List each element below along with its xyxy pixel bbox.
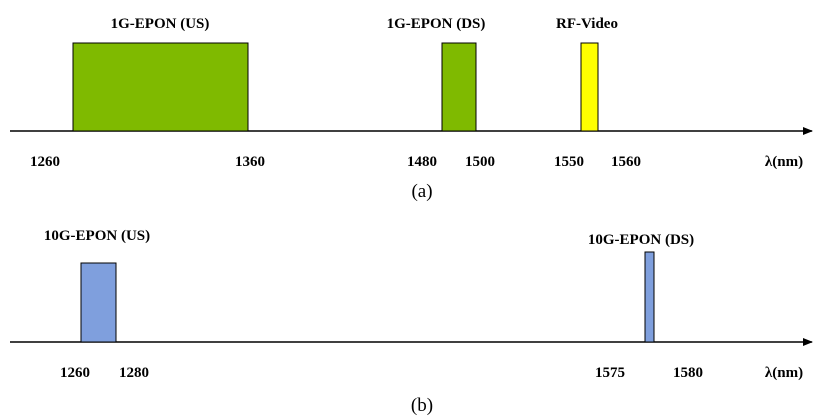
band-label-1g-epon-us: 1G-EPON (US) [111, 16, 210, 32]
tick-label: 1260 [60, 365, 90, 381]
tick-label: 1280 [119, 365, 149, 381]
band-label-rf-video: RF-Video [556, 16, 618, 32]
panel-a: 1G-EPON (US) 1G-EPON (DS) RF-Video 1260 … [10, 16, 813, 202]
band-10g-epon-ds [644, 251, 655, 343]
band-label-1g-epon-ds: 1G-EPON (DS) [387, 16, 486, 32]
tick-label: 1360 [235, 154, 265, 170]
panel-b-caption: (b) [411, 395, 433, 416]
band-label-10g-epon-us: 10G-EPON (US) [44, 228, 150, 244]
tick-label: 1260 [30, 154, 60, 170]
band-label-10g-epon-ds: 10G-EPON (DS) [588, 232, 694, 248]
band-1g-epon-ds [441, 42, 477, 132]
tick-label: 1580 [673, 365, 703, 381]
panel-a-caption: (a) [411, 181, 432, 202]
band-1g-epon-us [72, 42, 249, 132]
panel-b: 10G-EPON (US) 10G-EPON (DS) 1260 1280 15… [10, 228, 813, 416]
tick-label: 1480 [407, 154, 437, 170]
tick-label: 1500 [465, 154, 495, 170]
band-10g-epon-us [80, 262, 117, 343]
band-rf-video [580, 42, 599, 132]
axis-unit-label: λ(nm) [765, 154, 803, 170]
tick-label: 1550 [554, 154, 584, 170]
tick-label: 1560 [611, 154, 641, 170]
tick-label: 1575 [595, 365, 625, 381]
axis-unit-label: λ(nm) [765, 365, 803, 381]
